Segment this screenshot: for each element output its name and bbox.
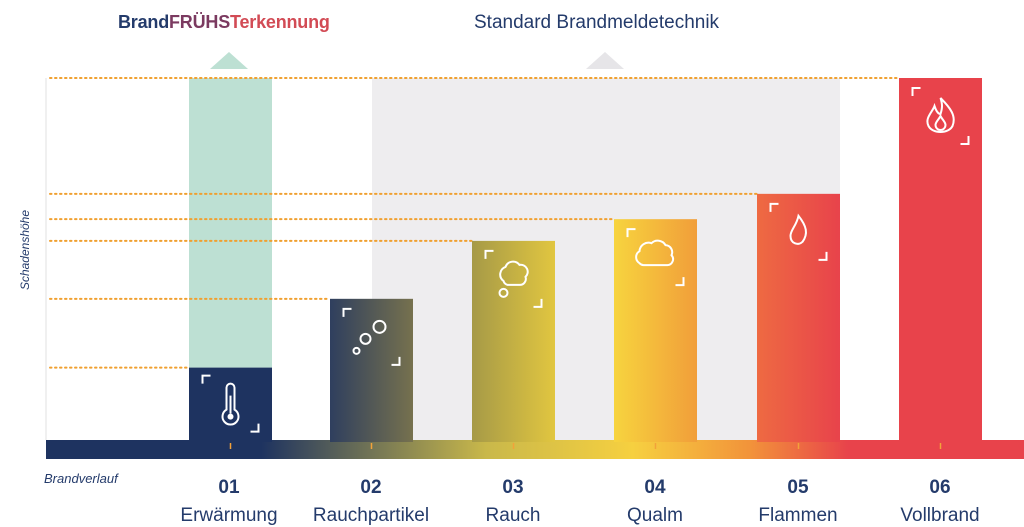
particles-icon (342, 307, 401, 366)
stage-name-1: Erwärmung (180, 505, 278, 526)
flame-icon (769, 202, 828, 261)
thermometer-icon (201, 374, 260, 433)
early-detection-title: BrandFRÜHSTerkennung (118, 12, 330, 33)
stage-number-2: 02 (360, 477, 382, 498)
x-axis-label: Brandverlauf (44, 471, 118, 486)
smoke-icon (484, 249, 543, 308)
stage-number-3: 03 (502, 477, 524, 498)
stage-name-4: Qualm (627, 505, 683, 526)
bar-rauch (472, 240, 555, 442)
stage-name-5: Flammen (758, 505, 838, 526)
stage-name-2: Rauchpartikel (312, 505, 430, 526)
stage-name-6: Vollbrand (900, 505, 980, 526)
standard-detection-pointer (586, 52, 624, 69)
stage-number-4: 04 (644, 477, 666, 498)
progression-band (46, 440, 1024, 459)
early-detection-zone (189, 78, 272, 368)
early-detection-part-brand: Brand (118, 12, 170, 32)
bar-qualm (614, 219, 697, 442)
early-detection-part-frueh: FRÜHS (169, 12, 231, 32)
early-detection-pointer (210, 52, 248, 69)
y-axis-label: Schadenshöhe (18, 209, 32, 291)
bar-flammen (757, 193, 840, 442)
stage-name-3: Rauch (485, 505, 541, 526)
fire-icon (911, 87, 970, 145)
stage-number-5: 05 (787, 477, 809, 498)
standard-detection-title: Standard Brandmeldetechnik (474, 12, 720, 33)
stage-number-1: 01 (218, 477, 240, 498)
stage-number-6: 06 (929, 477, 951, 498)
early-detection-part-erkennung: Terkennung (230, 12, 330, 32)
dense-smoke-icon (626, 228, 685, 287)
bar-rauchpartikel (330, 298, 413, 442)
